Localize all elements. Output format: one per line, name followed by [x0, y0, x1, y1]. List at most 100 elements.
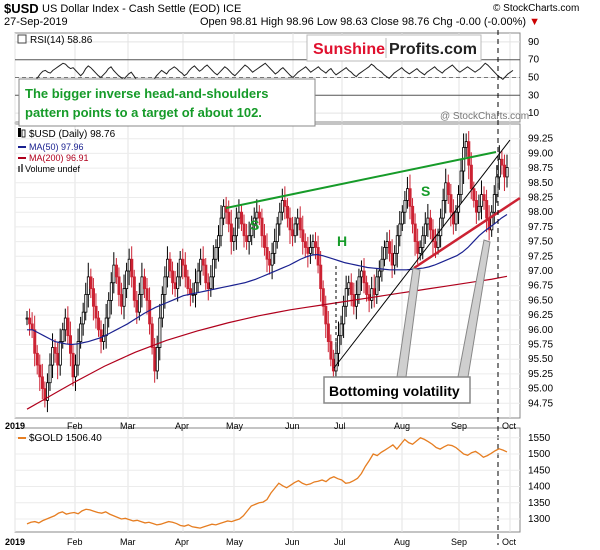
- price-candle-body: [431, 229, 435, 242]
- price-candle-body: [319, 264, 323, 290]
- price-candle-body: [61, 329, 65, 342]
- price-candle-body: [28, 317, 32, 325]
- shoulder-right-label: S: [421, 183, 430, 199]
- close-label: Close: [370, 16, 399, 28]
- price-tick-label: 98.25: [528, 193, 553, 204]
- shoulder-left-label: S: [250, 217, 259, 233]
- price-candle-body: [464, 141, 468, 148]
- price-candle-body: [505, 167, 509, 178]
- price-candle-body: [474, 200, 478, 213]
- price-candle-body: [416, 241, 420, 254]
- bottoming-volatility-label: Bottoming volatility: [329, 383, 460, 399]
- copyright-text: © StockCharts.com: [493, 3, 580, 14]
- month-label-price: 2019: [5, 421, 25, 431]
- price-candle-body: [99, 329, 103, 342]
- annotation-box: [18, 78, 316, 127]
- price-candle-body: [178, 258, 182, 278]
- price-candle-body: [71, 352, 75, 378]
- price-candle-body: [81, 311, 85, 325]
- price-tick-label: 97.50: [528, 237, 553, 248]
- price-tick-label: 97.75: [528, 222, 553, 233]
- price-candle-body: [173, 282, 177, 290]
- price-candle-body: [467, 141, 471, 166]
- price-candle-body: [122, 288, 126, 307]
- low-label: Low: [316, 16, 338, 28]
- price-candle-body: [413, 223, 417, 243]
- price-candle-body: [127, 258, 131, 272]
- price-candle-body: [329, 341, 333, 360]
- gold-tick-label: 1350: [528, 498, 551, 509]
- price-candle-body: [434, 241, 438, 248]
- ma50-legend-label: MA(50) 97.96: [29, 142, 84, 152]
- price-candle-body: [240, 211, 244, 225]
- price-candle-body: [63, 317, 67, 331]
- price-candle-body: [375, 276, 379, 295]
- price-candle-body: [229, 223, 233, 243]
- price-candle-body: [201, 258, 205, 266]
- price-candle-body: [109, 282, 113, 301]
- price-candle-body: [186, 276, 190, 290]
- price-candle-body: [30, 323, 34, 331]
- price-candle-body: [275, 223, 279, 243]
- price-candle-body: [485, 200, 489, 219]
- price-candle-body: [250, 223, 254, 237]
- price-candle-body: [263, 235, 267, 248]
- green-resistance-line: [225, 151, 497, 209]
- price-candle-body: [347, 282, 351, 290]
- price-candle-body: [219, 217, 223, 237]
- red-support-line: [413, 196, 521, 270]
- black-uptrend-line: [333, 139, 511, 369]
- price-candle-body: [257, 211, 261, 219]
- price-candle-body: [446, 182, 450, 195]
- price-candle-body: [40, 376, 44, 389]
- low-value: 98.63: [340, 16, 368, 28]
- price-candle-body: [104, 317, 108, 337]
- price-candle-body: [469, 164, 473, 190]
- price-candle-body: [265, 247, 269, 260]
- price-candle-body: [120, 294, 124, 307]
- rsi-tick-label: 50: [528, 73, 540, 84]
- price-candle-body: [283, 200, 287, 207]
- price-legend-icon: [18, 128, 21, 137]
- price-candle-body: [497, 158, 501, 178]
- price-candle-body: [449, 194, 453, 213]
- price-candle-body: [150, 323, 154, 348]
- price-candle-body: [33, 329, 37, 354]
- price-candle-body: [130, 258, 134, 278]
- rsi-tick-label: 30: [528, 90, 540, 101]
- ma50-line: [27, 214, 508, 346]
- price-legend-icon-body: [21, 129, 26, 138]
- price-candle-body: [398, 223, 402, 237]
- price-candle-body: [388, 241, 392, 254]
- price-candle-body: [132, 276, 136, 301]
- price-candle-body: [97, 317, 101, 331]
- price-candle-body: [421, 235, 425, 248]
- price-candle-body: [74, 364, 78, 378]
- price-candle-body: [211, 258, 215, 278]
- price-candle-body: [360, 270, 364, 278]
- symbol-title: $USD: [4, 1, 39, 16]
- price-candle-body: [273, 241, 277, 254]
- price-candle-body: [143, 276, 147, 290]
- price-tick-label: 95.50: [528, 354, 553, 365]
- watermark-text: @ StockCharts.com: [440, 111, 529, 122]
- volume-legend-label: Volume undef: [25, 164, 81, 174]
- gold-tick-label: 1450: [528, 465, 551, 476]
- price-candle-body: [298, 217, 302, 231]
- price-tick-label: 99.00: [528, 148, 553, 159]
- rsi-legend-icon: [17, 34, 27, 44]
- open-label: Open: [200, 16, 227, 28]
- price-tick-label: 98.00: [528, 207, 553, 218]
- price-candle-body: [260, 217, 264, 237]
- close-value: 98.76: [401, 16, 430, 28]
- month-label-gold: Oct: [502, 537, 517, 547]
- price-candle-body: [209, 276, 213, 290]
- price-candle-body: [406, 188, 410, 201]
- price-candle-body: [418, 247, 422, 254]
- price-candle-body: [459, 170, 463, 195]
- month-label-price: Jul: [334, 421, 346, 431]
- price-candle-body: [166, 258, 170, 278]
- month-label-gold: Mar: [120, 537, 136, 547]
- price-candle-body: [385, 241, 389, 248]
- price-candle-body: [380, 258, 384, 272]
